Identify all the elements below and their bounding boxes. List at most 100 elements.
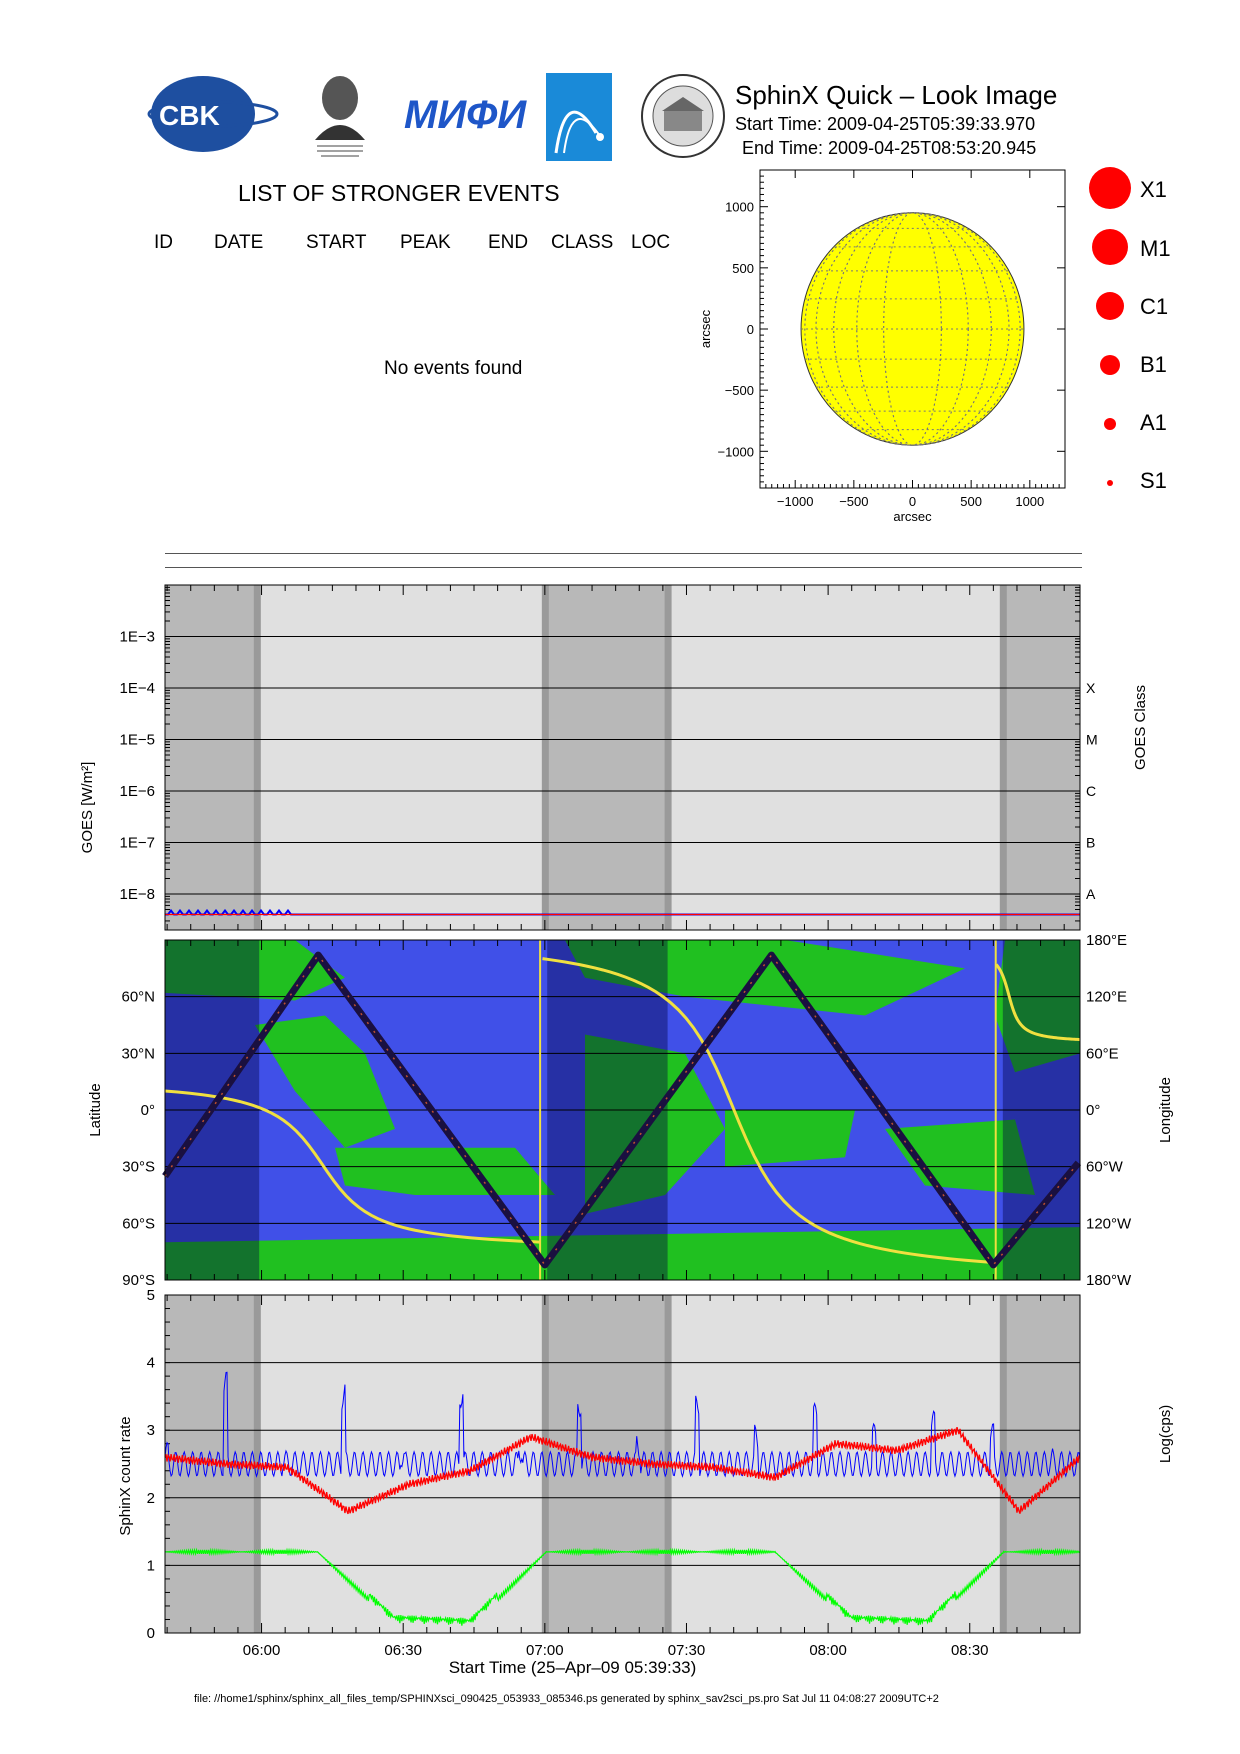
y-tick-label: 0 [147,1625,155,1642]
y-tick-label: 1E−5 [120,732,155,749]
legend-label: B1 [1140,352,1167,377]
x-tick-label: 07:30 [668,1642,706,1659]
disk-grid-line [856,212,969,446]
night-band [165,585,260,930]
x-tick-label: 1000 [1015,494,1044,509]
column-header: START [306,232,367,253]
plot-frame [164,939,1081,1281]
svg-text:МИФИ: МИФИ [404,93,527,137]
y-tick-label: −1000 [717,444,754,459]
column-header: PEAK [400,232,451,253]
night-boundary-strip [541,585,549,930]
goes-flux-chart: 1E−3 1E−4 1E−5 1E−6 1E−7 1E−8 X M C B A GOES [W/m²]… [79,584,1149,931]
land-mass [725,1110,855,1167]
orbit-map-chart: 60°N 30°N 0° 30°S 60°S 90°S 180°E 120°E 60°E 0° 60… [87,935,1174,1289]
y-tick-label: 0° [141,1102,155,1119]
x-tick-label: 08:30 [951,1642,989,1659]
y-tick-label: −500 [725,383,754,398]
night-boundary-strip [253,585,261,930]
x-tick-label: 0 [909,494,916,509]
land-mass [585,1034,725,1214]
column-header: ID [154,232,173,253]
y-axis-label: arcsec [698,309,713,348]
y-tick-label: 90°S [122,1272,155,1289]
y-tick-label: 1E−6 [120,783,155,800]
y-tick-label: 4 [147,1355,155,1372]
night-boundary-strip [664,585,672,930]
legend-dot-s1 [1107,480,1113,486]
cbk-logo: CBK [145,73,280,155]
plot-frame [164,1294,1081,1634]
page-title: SphinX Quick – Look Image [735,80,1058,110]
y-tick-label: 1E−3 [120,629,155,646]
goes-class-label: C [1086,783,1096,799]
legend-label: S1 [1140,468,1167,493]
legend-label: M1 [1140,236,1171,261]
x-tick-label: −1000 [777,494,814,509]
university-seal-logo [640,73,726,159]
x-axis-label: Start Time (25–Apr–09 05:39:33) [449,1658,697,1677]
y2-tick-label: 60°E [1086,1045,1119,1062]
y2-tick-label: 0° [1086,1102,1100,1119]
legend-dot-x1 [1089,167,1131,209]
y-tick-label: 3 [147,1422,155,1439]
y2-tick-label: 120°W [1086,1215,1132,1232]
y-axis-label: Latitude [87,1083,104,1136]
x-tick-label: 06:00 [243,1642,281,1659]
x-tick-label: 500 [960,494,982,509]
spacecraft-logo [546,73,612,161]
sphinx-blue-series [164,1371,1081,1478]
y-tick-label: 1E−7 [120,835,155,852]
y-tick-label: 60°N [121,989,155,1006]
legend-label: A1 [1140,410,1167,435]
separator-line [165,567,1082,568]
separator-line [165,553,1082,554]
sun-disk-chart: −1000 −500 0 500 1000 −1000 −500 0 500 1000 arcsec… [698,169,1066,524]
goes-class-label: B [1086,835,1095,851]
y2-axis-label: GOES Class [1132,685,1149,770]
y-tick-label: 500 [732,261,754,276]
legend-dot-b1 [1100,355,1120,375]
y2-tick-label: 180°W [1086,1272,1132,1289]
y-axis-label: GOES [W/m²] [79,762,96,854]
goes-class-label: A [1086,886,1096,902]
latitude-track [162,951,1082,1269]
y-tick-label: 1000 [725,200,754,215]
y2-tick-label: 120°E [1086,989,1127,1006]
y-axis-label: SphinX count rate [117,1416,134,1535]
events-heading: LIST OF STRONGER EVENTS [238,180,560,206]
no-events-message: No events found [384,358,523,379]
x-axis-label: arcsec [893,509,932,524]
y-tick-label: 1E−4 [120,680,155,697]
y-tick-label: 5 [147,1290,155,1304]
legend-dot-a1 [1104,418,1116,430]
y-tick-label: 0 [747,322,754,337]
x-tick-label: 07:00 [526,1642,564,1659]
legend-label: C1 [1140,294,1169,319]
y2-tick-label: 60°W [1086,1159,1124,1176]
column-header: DATE [214,232,264,253]
night-band [1002,1295,1080,1633]
start-time-label: Start Time: 2009-04-25T05:39:33.970 [735,114,1036,134]
longitude-curve [995,963,1081,1042]
y-tick-label: 1 [147,1557,155,1574]
lebedev-logo [295,70,385,162]
footer-file-info: file: //home1/sphinx/sphinx_all_files_te… [194,1693,939,1705]
y2-axis-label: Longitude [1157,1077,1174,1143]
x-tick-label: 08:00 [809,1642,847,1659]
x-tick-label: −500 [839,494,868,509]
y2-tick-label: 180°E [1086,935,1127,949]
mifi-logo: МИФИ [402,88,532,138]
longitude-curve [164,1089,541,1244]
night-boundary-strip [999,1295,1007,1633]
night-boundary-strip [541,1295,549,1633]
y-tick-label: 30°S [122,1159,155,1176]
y-tick-label: 2 [147,1490,155,1507]
x-tick-label: 06:30 [384,1642,422,1659]
disk-grid-line [804,212,1021,446]
y-tick-label: 30°N [121,1045,155,1062]
night-band [1002,585,1080,930]
disk-grid-line [833,212,992,446]
sphinx-green-series [164,1547,1081,1626]
longitude-curve [542,957,996,1265]
